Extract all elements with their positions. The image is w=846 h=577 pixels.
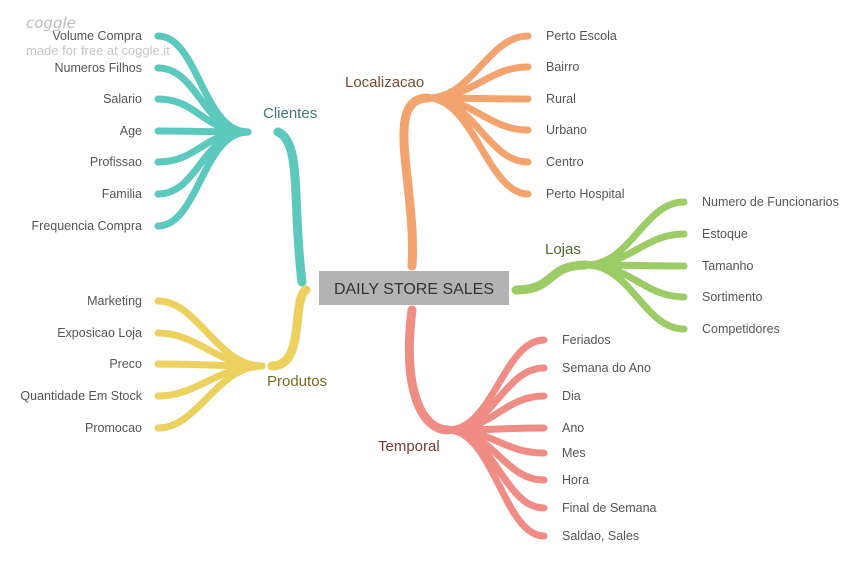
produtos-item[interactable]: Marketing bbox=[87, 294, 142, 308]
clientes-item[interactable]: Profissao bbox=[90, 155, 142, 169]
temporal-trunk bbox=[404, 305, 453, 435]
center-node-box[interactable] bbox=[319, 271, 509, 305]
branch-label-lojas[interactable]: Lojas bbox=[545, 241, 581, 258]
localizacao-item[interactable]: Perto Hospital bbox=[546, 187, 625, 201]
localizacao-item[interactable]: Perto Escola bbox=[546, 29, 617, 43]
lojas-item[interactable]: Estoque bbox=[702, 227, 748, 241]
temporal-item[interactable]: Feriados bbox=[562, 333, 611, 347]
produtos-leaf-link bbox=[154, 362, 266, 432]
lojas-item[interactable]: Sortimento bbox=[702, 290, 762, 304]
clientes-item[interactable]: Familia bbox=[102, 187, 142, 201]
temporal-leaf-link bbox=[444, 426, 548, 540]
temporal-item[interactable]: Dia bbox=[562, 389, 581, 403]
localizacao-item[interactable]: Rural bbox=[546, 92, 576, 106]
lojas-item[interactable]: Tamanho bbox=[702, 259, 753, 273]
center-node[interactable]: DAILY STORE SALES bbox=[319, 271, 509, 305]
clientes-item[interactable]: Numeros Filhos bbox=[54, 61, 142, 75]
localizacao-item[interactable]: Bairro bbox=[546, 60, 579, 74]
localizacao-item[interactable]: Centro bbox=[546, 155, 584, 169]
temporal-item[interactable]: Hora bbox=[562, 473, 589, 487]
temporal-item[interactable]: Final de Semana bbox=[562, 501, 657, 515]
branch-label-localizacao[interactable]: Localizacao bbox=[345, 74, 424, 91]
localizacao-item[interactable]: Urbano bbox=[546, 123, 587, 137]
produtos-trunk bbox=[267, 285, 311, 371]
mind-map-links bbox=[154, 32, 688, 540]
clientes-item[interactable]: Salario bbox=[103, 92, 142, 106]
temporal-item[interactable]: Mes bbox=[562, 446, 586, 460]
lojas-item[interactable]: Numero de Funcionarios bbox=[702, 195, 839, 209]
lojas-leaf-link bbox=[582, 261, 688, 333]
produtos-item[interactable]: Quantidade Em Stock bbox=[20, 389, 142, 403]
clientes-item[interactable]: Volume Compra bbox=[52, 29, 142, 43]
clientes-item[interactable]: Frequencia Compra bbox=[32, 219, 143, 233]
mind-map-labels: Clientes Volume Compra Numeros Filhos Salar… bbox=[20, 29, 838, 543]
coggle-logo: coggle bbox=[26, 14, 76, 32]
clientes-item[interactable]: Age bbox=[120, 124, 142, 138]
lojas-trunk bbox=[511, 260, 591, 295]
localizacao-trunk bbox=[399, 93, 433, 271]
lojas-item[interactable]: Competidores bbox=[702, 322, 780, 336]
clientes-leaf-link bbox=[154, 128, 252, 230]
coggle-tagline: made for free at coggle.it bbox=[26, 43, 170, 58]
branch-label-produtos[interactable]: Produtos bbox=[267, 373, 327, 390]
branch-label-temporal[interactable]: Temporal bbox=[378, 438, 440, 455]
temporal-item[interactable]: Saldao, Sales bbox=[562, 529, 639, 543]
temporal-item[interactable]: Semana do Ano bbox=[562, 361, 651, 375]
produtos-item[interactable]: Preco bbox=[109, 357, 142, 371]
branch-label-clientes[interactable]: Clientes bbox=[263, 105, 317, 122]
temporal-item[interactable]: Ano bbox=[562, 421, 584, 435]
center-node-label[interactable]: DAILY STORE SALES bbox=[334, 281, 494, 298]
produtos-item[interactable]: Promocao bbox=[85, 421, 142, 435]
produtos-item[interactable]: Exposicao Loja bbox=[57, 326, 142, 340]
clientes-trunk bbox=[273, 127, 307, 287]
localizacao-leaf-link bbox=[424, 94, 532, 198]
